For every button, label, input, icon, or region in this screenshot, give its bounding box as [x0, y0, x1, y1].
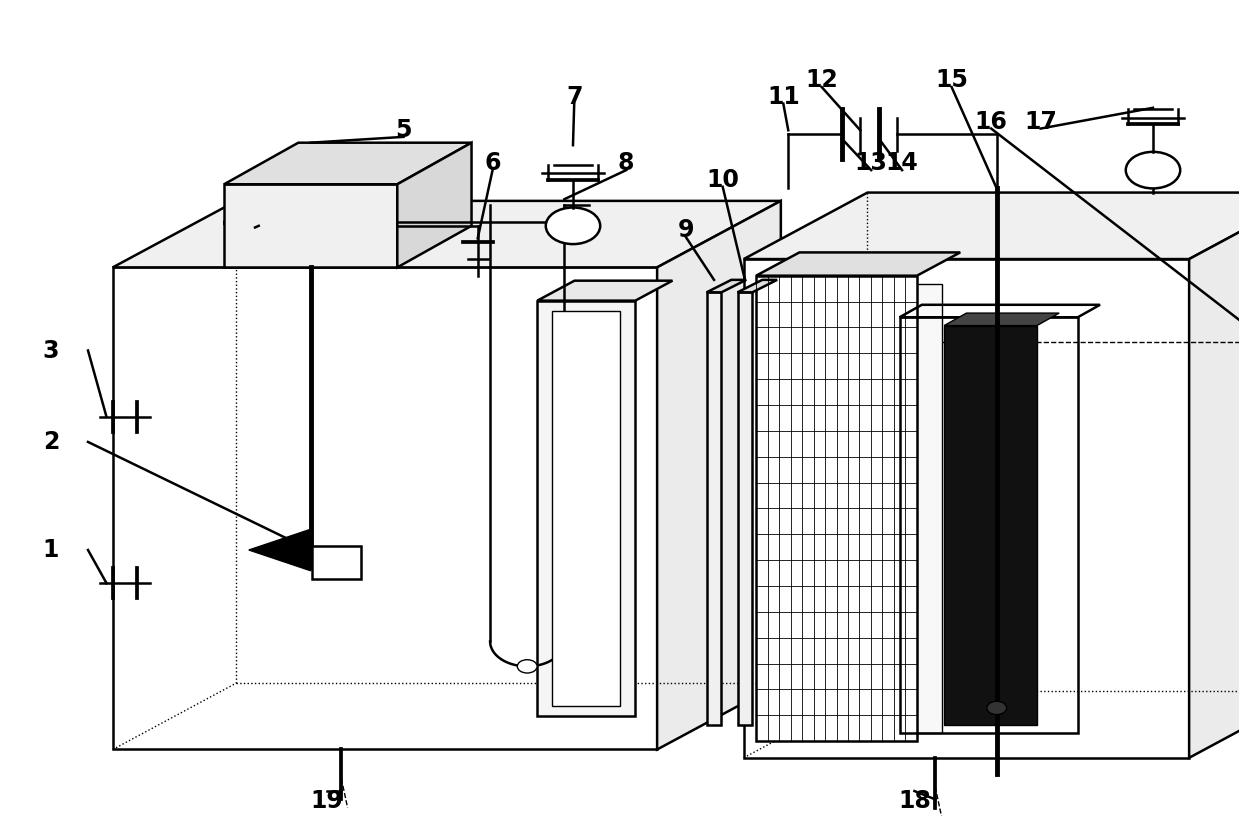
Text: 4: 4	[222, 209, 238, 234]
Polygon shape	[224, 143, 471, 184]
Polygon shape	[794, 284, 941, 733]
Text: 11: 11	[766, 85, 800, 109]
Polygon shape	[707, 292, 722, 725]
Circle shape	[517, 660, 537, 673]
Text: 2: 2	[42, 430, 60, 454]
Circle shape	[546, 208, 600, 244]
Circle shape	[987, 701, 1007, 715]
Text: 1: 1	[42, 538, 60, 562]
Polygon shape	[113, 201, 781, 268]
Text: 9: 9	[677, 218, 694, 242]
Polygon shape	[537, 281, 672, 300]
Text: 12: 12	[805, 68, 838, 93]
Text: 7: 7	[565, 85, 583, 109]
Polygon shape	[944, 313, 1059, 325]
Text: 8: 8	[618, 152, 635, 175]
Polygon shape	[249, 530, 311, 570]
Text: 6: 6	[485, 152, 501, 175]
Polygon shape	[113, 268, 657, 750]
Bar	[312, 545, 361, 579]
Polygon shape	[552, 310, 620, 706]
Polygon shape	[944, 325, 1037, 725]
Polygon shape	[397, 143, 471, 268]
Polygon shape	[744, 259, 1189, 758]
Text: 18: 18	[898, 789, 931, 813]
Text: 15: 15	[935, 68, 968, 93]
Polygon shape	[224, 184, 397, 268]
Polygon shape	[744, 193, 1240, 259]
Polygon shape	[657, 201, 781, 750]
Polygon shape	[756, 253, 960, 276]
Text: 19: 19	[310, 789, 343, 813]
Polygon shape	[738, 280, 777, 292]
Polygon shape	[756, 276, 916, 741]
Text: 10: 10	[707, 168, 739, 192]
Text: 5: 5	[396, 118, 412, 143]
Polygon shape	[738, 292, 753, 725]
Circle shape	[1126, 152, 1180, 188]
Text: 16: 16	[975, 110, 1008, 134]
Polygon shape	[1189, 193, 1240, 758]
Text: 3: 3	[42, 339, 60, 363]
Polygon shape	[537, 300, 635, 716]
Text: 13: 13	[854, 152, 888, 175]
Text: 17: 17	[1024, 110, 1056, 134]
Polygon shape	[707, 280, 746, 292]
Text: 14: 14	[885, 152, 919, 175]
